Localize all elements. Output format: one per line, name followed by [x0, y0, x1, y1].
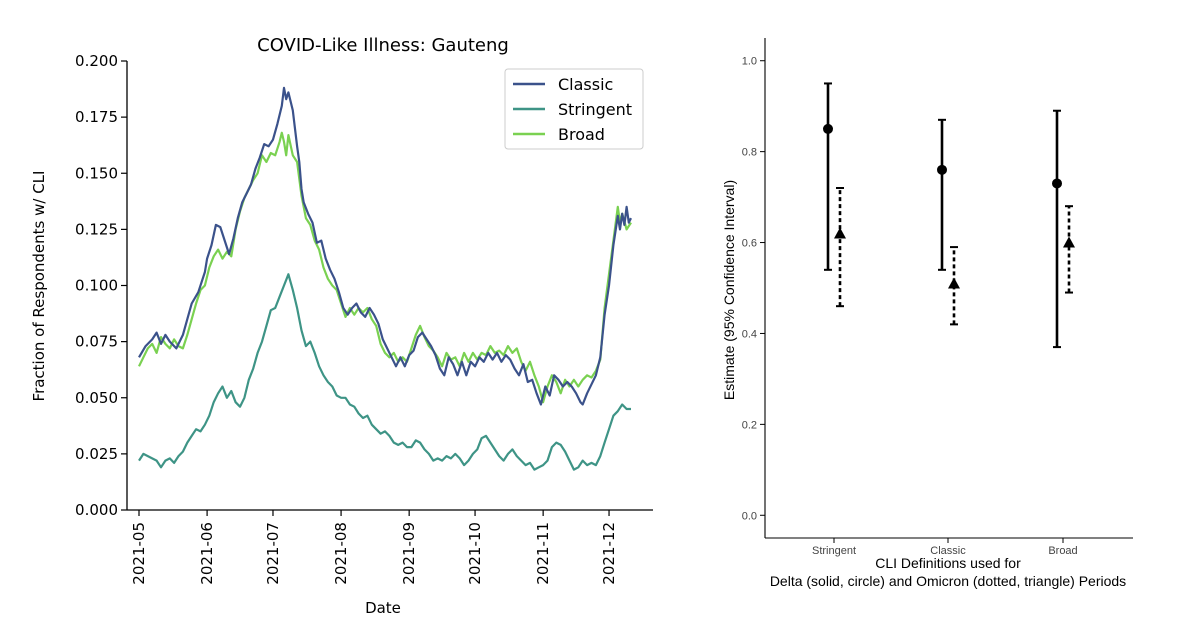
right-x-tick-label: Classic — [930, 545, 966, 557]
error-bar-chart: 0.0 0.2 0.4 0.6 0.8 1.0 Stringent Classic Broad… — [721, 38, 1133, 589]
left-y-tick-label: 0.150 — [75, 164, 118, 182]
series-line-broad — [138, 131, 632, 404]
estimate-point-omicron — [1063, 236, 1075, 248]
line-chart-gauteng: COVID-Like Illness: Gauteng 0.0000.0250.… — [30, 35, 653, 617]
left-y-tick-label: 0.000 — [75, 501, 118, 519]
left-series-lines — [138, 86, 632, 471]
left-y-ticks: 0.000 0.025 0.050 0.075 0.100 0.125 0.150 0.175… — [75, 52, 127, 519]
series-line-classic — [138, 86, 632, 406]
left-y-axis-label: Fraction of Respondents w/ CLI — [30, 171, 48, 402]
left-y-tick-label: 0.050 — [75, 389, 118, 407]
right-y-tick-label: 1.0 — [742, 56, 757, 68]
right-x-axis-label-line2: Delta (solid, circle) and Omicron (dotte… — [770, 573, 1126, 589]
left-x-tick-label: 2021-09 — [400, 522, 418, 585]
left-x-axis-label: Date — [365, 599, 401, 617]
left-x-tick-label: 2021-06 — [198, 522, 216, 585]
right-error-bars — [823, 82, 1075, 349]
left-x-tick-label: 2021-08 — [332, 522, 350, 585]
legend-label-stringent: Stringent — [558, 100, 632, 119]
series-line-stringent — [138, 273, 631, 471]
right-y-tick-label: 0.8 — [742, 147, 757, 159]
estimate-point-delta — [1052, 178, 1062, 189]
left-y-tick-label: 0.025 — [75, 445, 118, 463]
right-y-tick-label: 0.2 — [742, 419, 757, 431]
legend-label-broad: Broad — [558, 125, 605, 144]
left-x-tick-label: 2021-05 — [130, 522, 148, 585]
left-y-tick-label: 0.075 — [75, 333, 118, 351]
left-chart-title: COVID-Like Illness: Gauteng — [257, 35, 509, 56]
left-x-tick-label: 2021-11 — [534, 522, 552, 585]
estimate-point-omicron — [834, 227, 846, 239]
estimate-point-delta — [823, 123, 833, 134]
left-x-tick-label: 2021-10 — [466, 522, 484, 585]
left-y-tick-label: 0.175 — [75, 108, 118, 126]
legend-frame — [504, 68, 644, 150]
left-x-tick-label: 2021-12 — [600, 522, 618, 585]
right-y-axis-label: Estimate (95% Confidence Interval) — [721, 180, 737, 400]
left-x-tick-label: 2021-07 — [264, 522, 282, 585]
left-legend: Classic Stringent Broad — [504, 68, 644, 150]
right-x-axis-label-line1: CLI Definitions used for — [875, 555, 1021, 571]
right-x-ticks: Stringent Classic Broad — [812, 538, 1078, 557]
right-y-tick-label: 0.0 — [742, 510, 757, 522]
right-y-tick-label: 0.4 — [742, 328, 757, 340]
left-y-tick-label: 0.125 — [75, 220, 118, 238]
right-x-tick-label: Broad — [1048, 545, 1077, 557]
right-x-tick-label: Stringent — [812, 545, 856, 557]
left-x-ticks: 2021-05 2021-06 2021-07 2021-08 2021-09 2021-… — [130, 510, 618, 585]
legend-label-classic: Classic — [558, 75, 613, 94]
right-y-ticks: 0.0 0.2 0.4 0.6 0.8 1.0 — [742, 56, 765, 522]
left-y-tick-label: 0.100 — [75, 277, 118, 295]
estimate-point-delta — [937, 164, 947, 175]
estimate-point-omicron — [948, 277, 960, 289]
left-y-tick-label: 0.200 — [75, 52, 118, 70]
right-y-tick-label: 0.6 — [742, 238, 757, 250]
